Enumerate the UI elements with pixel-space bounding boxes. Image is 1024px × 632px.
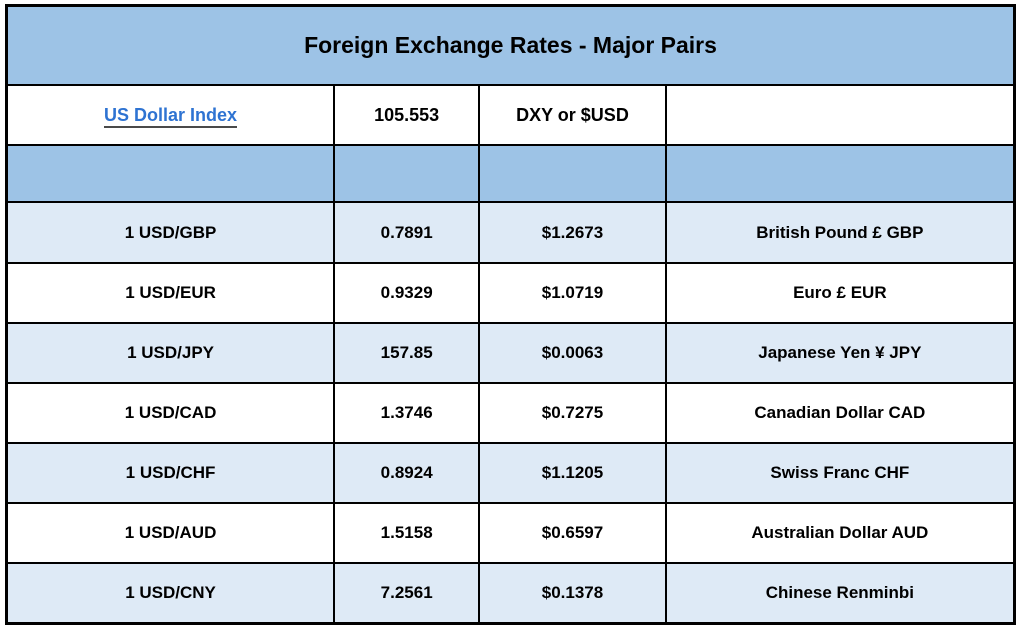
rate-cell: 7.2561 <box>333 561 481 625</box>
pair-cell: 1 USD/CNY <box>5 561 336 625</box>
rate-cell: 0.8924 <box>333 441 481 504</box>
spacer-cell <box>664 144 1016 204</box>
pair-cell: 1 USD/GBP <box>5 201 336 264</box>
usd-value-cell: $0.6597 <box>478 501 667 564</box>
pair-cell: 1 USD/CHF <box>5 441 336 504</box>
usd-value-cell: $1.0719 <box>478 261 667 324</box>
fx-rates-sheet: Foreign Exchange Rates - Major Pairs US … <box>5 4 1016 625</box>
dxy-note-cell <box>664 84 1016 147</box>
currency-cell: British Pound £ GBP <box>664 201 1016 264</box>
fx-rates-table: Foreign Exchange Rates - Major Pairs US … <box>5 4 1016 625</box>
table-title: Foreign Exchange Rates - Major Pairs <box>5 4 1016 87</box>
spacer-cell <box>5 144 336 204</box>
currency-cell: Canadian Dollar CAD <box>664 381 1016 444</box>
usd-value-cell: $0.0063 <box>478 321 667 384</box>
usd-value-cell: $0.1378 <box>478 561 667 625</box>
pair-cell: 1 USD/EUR <box>5 261 336 324</box>
currency-cell: Euro £ EUR <box>664 261 1016 324</box>
table-header-row: Foreign Exchange Rates - Major Pairs <box>5 4 1016 87</box>
dxy-symbol-cell: DXY or $USD <box>478 84 667 147</box>
us-dollar-index-row: US Dollar Index 105.553 DXY or $USD <box>5 84 1016 147</box>
pair-cell: 1 USD/AUD <box>5 501 336 564</box>
usd-value-cell: $0.7275 <box>478 381 667 444</box>
currency-cell: Chinese Renminbi <box>664 561 1016 625</box>
usd-value-cell: $1.1205 <box>478 441 667 504</box>
dxy-value-cell: 105.553 <box>333 84 481 147</box>
spacer-cell <box>333 144 481 204</box>
spacer-cell <box>478 144 667 204</box>
currency-cell: Japanese Yen ¥ JPY <box>664 321 1016 384</box>
fx-row-gbp: 1 USD/GBP 0.7891 $1.2673 British Pound £… <box>5 201 1016 264</box>
fx-row-aud: 1 USD/AUD 1.5158 $0.6597 Australian Doll… <box>5 501 1016 564</box>
fx-row-cny: 1 USD/CNY 7.2561 $0.1378 Chinese Renminb… <box>5 561 1016 625</box>
rate-cell: 157.85 <box>333 321 481 384</box>
pair-cell: 1 USD/JPY <box>5 321 336 384</box>
fx-row-jpy: 1 USD/JPY 157.85 $0.0063 Japanese Yen ¥ … <box>5 321 1016 384</box>
rate-cell: 1.3746 <box>333 381 481 444</box>
usd-value-cell: $1.2673 <box>478 201 667 264</box>
rate-cell: 0.7891 <box>333 201 481 264</box>
currency-cell: Australian Dollar AUD <box>664 501 1016 564</box>
currency-cell: Swiss Franc CHF <box>664 441 1016 504</box>
rate-cell: 0.9329 <box>333 261 481 324</box>
pair-cell: 1 USD/CAD <box>5 381 336 444</box>
spacer-row <box>5 144 1016 204</box>
fx-row-eur: 1 USD/EUR 0.9329 $1.0719 Euro £ EUR <box>5 261 1016 324</box>
us-dollar-index-cell: US Dollar Index <box>5 84 336 147</box>
fx-row-cad: 1 USD/CAD 1.3746 $0.7275 Canadian Dollar… <box>5 381 1016 444</box>
rate-cell: 1.5158 <box>333 501 481 564</box>
us-dollar-index-link[interactable]: US Dollar Index <box>104 104 238 128</box>
fx-row-chf: 1 USD/CHF 0.8924 $1.1205 Swiss Franc CHF <box>5 441 1016 504</box>
